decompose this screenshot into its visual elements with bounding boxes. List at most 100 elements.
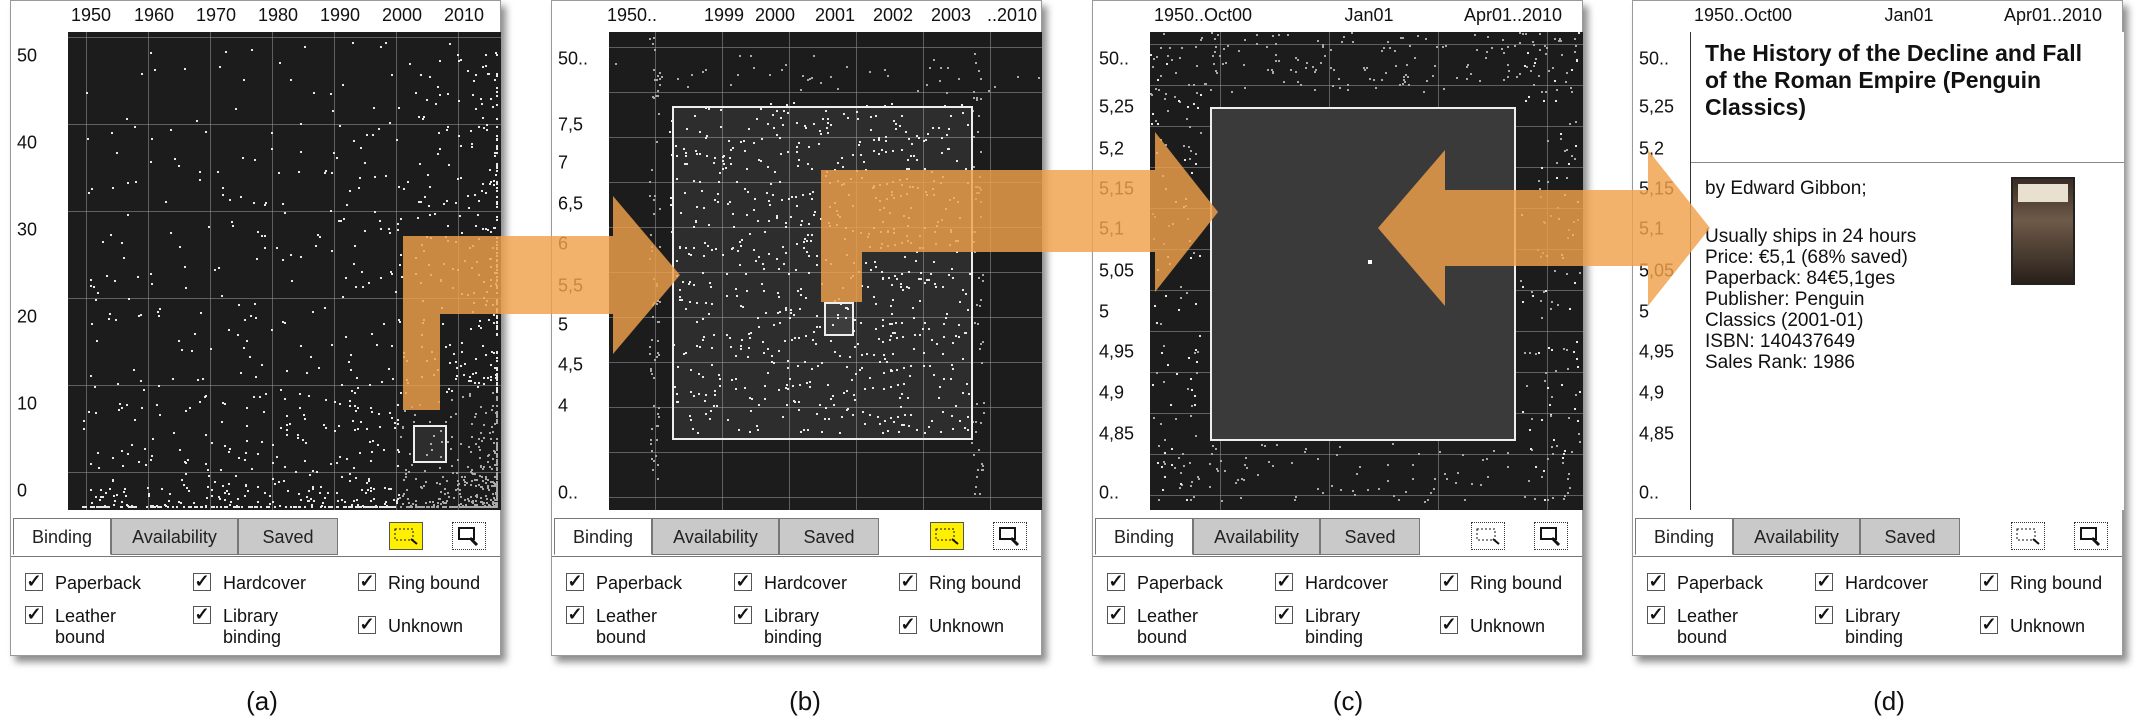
select-tool-button[interactable] (930, 522, 964, 550)
checkbox-box[interactable]: ✓ (734, 571, 752, 591)
tab-binding[interactable]: Binding (13, 518, 111, 555)
data-point (1408, 84, 1411, 87)
checkbox-paperback[interactable]: ✓ Paperback (1107, 571, 1247, 594)
tab-availability[interactable]: Availability (1733, 518, 1860, 555)
checkbox-ring-bound[interactable]: ✓ Ring bound (358, 571, 498, 594)
tab-availability[interactable]: Availability (652, 518, 779, 555)
checkbox-box[interactable]: ✓ (566, 571, 584, 591)
checkbox-box[interactable]: ✓ (1440, 614, 1458, 634)
data-point (708, 418, 711, 421)
data-point (1190, 499, 1193, 502)
checkbox-box[interactable]: ✓ (358, 614, 376, 634)
data-point (777, 292, 780, 295)
checkbox-unknown[interactable]: ✓ Unknown (1980, 614, 2120, 637)
checkbox-leather-bound[interactable]: ✓ Leather bound (566, 604, 676, 648)
checkbox-box[interactable]: ✓ (734, 604, 752, 624)
tab-saved[interactable]: Saved (238, 518, 338, 555)
data-point (780, 152, 783, 155)
checkbox-library-binding[interactable]: ✓ Library binding (1815, 604, 1925, 648)
data-point (368, 478, 371, 481)
data-point (153, 69, 156, 72)
tab-binding[interactable]: Binding (1635, 518, 1733, 555)
select-tool-button[interactable] (1471, 522, 1505, 550)
checkbox-box[interactable]: ✓ (566, 604, 584, 624)
zoom-tool-button[interactable] (452, 522, 486, 550)
checkbox-box[interactable]: ✓ (1440, 571, 1458, 591)
data-point (348, 479, 351, 482)
zoom-tool-button[interactable] (2074, 522, 2108, 550)
checkbox-leather-bound[interactable]: ✓ Leather bound (25, 604, 135, 648)
zoom-tool-button[interactable] (993, 522, 1027, 550)
checkbox-box[interactable]: ✓ (1815, 571, 1833, 591)
checkbox-box[interactable]: ✓ (193, 571, 211, 591)
data-point (172, 506, 175, 508)
checkbox-box[interactable]: ✓ (899, 614, 917, 634)
checkbox-box[interactable]: ✓ (899, 571, 917, 591)
checkbox-box[interactable]: ✓ (1107, 604, 1125, 624)
data-point (355, 499, 358, 502)
checkbox-unknown[interactable]: ✓ Unknown (358, 614, 498, 637)
checkbox-paperback[interactable]: ✓ Paperback (1647, 571, 1787, 594)
data-point (1198, 477, 1201, 480)
checkbox-box[interactable]: ✓ (25, 571, 43, 591)
checkbox-box[interactable]: ✓ (1275, 604, 1293, 624)
checkbox-paperback[interactable]: ✓ Paperback (25, 571, 165, 594)
checkbox-box[interactable]: ✓ (1647, 604, 1665, 624)
tab-saved[interactable]: Saved (1320, 518, 1420, 555)
checkbox-ring-bound[interactable]: ✓ Ring bound (1440, 571, 1580, 594)
checkbox-ring-bound[interactable]: ✓ Ring bound (899, 571, 1039, 594)
checkbox-label: Hardcover (1845, 573, 1929, 593)
scatter-plot[interactable] (609, 32, 1042, 510)
checkbox-library-binding[interactable]: ✓ Library binding (1275, 604, 1385, 648)
data-point (656, 320, 659, 323)
checkbox-ring-bound[interactable]: ✓ Ring bound (1980, 571, 2120, 594)
checkbox-library-binding[interactable]: ✓ Library binding (734, 604, 844, 648)
select-tool-button[interactable] (389, 522, 423, 550)
checkbox-box[interactable]: ✓ (1107, 571, 1125, 591)
zoom-tool-button[interactable] (1534, 522, 1568, 550)
checkbox-box[interactable]: ✓ (1647, 571, 1665, 591)
checkbox-unknown[interactable]: ✓ Unknown (899, 614, 1039, 637)
tab-saved[interactable]: Saved (1860, 518, 1960, 555)
data-point (125, 495, 128, 498)
checkbox-box[interactable]: ✓ (358, 571, 376, 591)
checkbox-leather-bound[interactable]: ✓ Leather bound (1647, 604, 1757, 648)
tab-availability[interactable]: Availability (111, 518, 238, 555)
checkbox-box[interactable]: ✓ (1980, 614, 1998, 634)
data-point (1185, 499, 1188, 502)
checkbox-leather-bound[interactable]: ✓ Leather bound (1107, 604, 1217, 648)
checkbox-unknown[interactable]: ✓ Unknown (1440, 614, 1580, 637)
checkbox-paperback[interactable]: ✓ Paperback (566, 571, 706, 594)
data-point (172, 378, 175, 381)
data-point (496, 420, 498, 423)
data-point (463, 260, 466, 263)
checkbox-box[interactable]: ✓ (1815, 604, 1833, 624)
data-point (865, 352, 868, 355)
selection-box[interactable] (413, 425, 447, 463)
data-point (207, 486, 210, 488)
book-cover-image[interactable] (2011, 177, 2075, 285)
checkbox-box[interactable]: ✓ (193, 604, 211, 624)
tab-saved[interactable]: Saved (779, 518, 879, 555)
tab-binding[interactable]: Binding (554, 518, 652, 555)
data-point (472, 244, 475, 247)
data-point (487, 376, 490, 379)
checkbox-hardcover[interactable]: ✓ Hardcover (734, 571, 874, 594)
select-tool-button[interactable] (2011, 522, 2045, 550)
selected-point[interactable] (1368, 260, 1372, 264)
selection-box[interactable] (824, 302, 854, 336)
checkbox-hardcover[interactable]: ✓ Hardcover (1275, 571, 1415, 594)
checkbox-box[interactable]: ✓ (1980, 571, 1998, 591)
checkbox-hardcover[interactable]: ✓ Hardcover (193, 571, 333, 594)
checkbox-library-binding[interactable]: ✓ Library binding (193, 604, 303, 648)
binding-filter: ✓ Paperback ✓ Hardcover ✓ Ring bound ✓ Leath… (11, 561, 500, 651)
scatter-plot[interactable] (1150, 32, 1583, 510)
data-point (96, 340, 99, 343)
data-point (845, 306, 848, 309)
checkbox-box[interactable]: ✓ (25, 604, 43, 624)
checkbox-hardcover[interactable]: ✓ Hardcover (1815, 571, 1955, 594)
scatter-plot[interactable] (68, 32, 501, 510)
checkbox-box[interactable]: ✓ (1275, 571, 1293, 591)
tab-binding[interactable]: Binding (1095, 518, 1193, 555)
tab-availability[interactable]: Availability (1193, 518, 1320, 555)
